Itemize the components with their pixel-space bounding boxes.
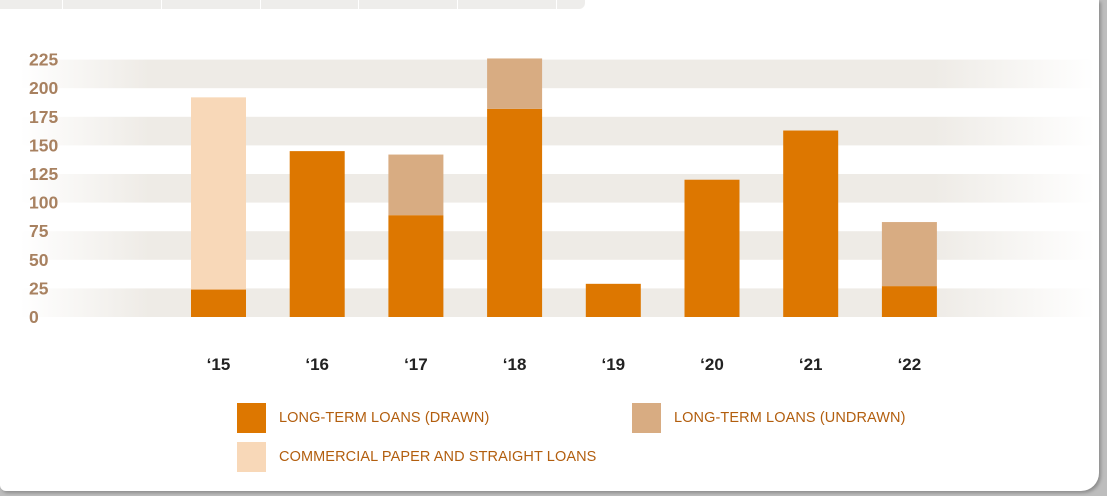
bar-segment-drawn: [487, 108, 543, 318]
legend-item-drawn: LONG-TERM LOANS (DRAWN): [237, 403, 489, 433]
bar-segment-drawn: [585, 283, 641, 317]
grid-band: [20, 59, 1095, 89]
bar-segment-drawn: [684, 179, 740, 317]
x-tick-label: ‘22: [898, 355, 922, 374]
x-tick-label: ‘17: [404, 355, 428, 374]
bar-segment-drawn: [388, 215, 444, 317]
tab-divider: [457, 0, 458, 9]
tab-strip: [0, 0, 585, 9]
y-tick-label: 150: [29, 135, 58, 155]
y-tick-label: 25: [29, 278, 49, 298]
bar-segment-drawn: [191, 289, 246, 317]
bar-segment-commercial-paper: [191, 97, 246, 290]
tab-divider: [260, 0, 261, 9]
bar-segment-undrawn: [487, 58, 543, 109]
x-tick-label: ‘18: [503, 355, 527, 374]
y-tick-label: 100: [29, 193, 58, 213]
grid-band: [20, 116, 1095, 146]
legend-label-undrawn: LONG-TERM LOANS (UNDRAWN): [674, 410, 906, 426]
y-tick-label: 225: [29, 50, 58, 70]
y-tick-label: 0: [29, 307, 39, 327]
bar-segment-undrawn: [881, 222, 937, 287]
tab-divider: [358, 0, 359, 9]
x-tick-label: ‘20: [700, 355, 724, 374]
y-tick-label: 200: [29, 78, 58, 98]
legend-swatch-drawn: [237, 403, 266, 433]
x-tick-label: ‘21: [799, 355, 823, 374]
bar-segment-undrawn: [388, 154, 444, 216]
legend-item-commercial-paper: COMMERCIAL PAPER AND STRAIGHT LOANS: [237, 442, 596, 472]
y-tick-label: 50: [29, 250, 49, 270]
legend-label-drawn: LONG-TERM LOANS (DRAWN): [279, 410, 490, 426]
tab-divider: [556, 0, 557, 9]
tab-divider: [161, 0, 162, 9]
y-tick-label: 175: [29, 107, 58, 127]
bar-segment-drawn: [881, 286, 937, 317]
bar-segment-drawn: [289, 151, 345, 317]
bar-chart: 0 25 50 75 100 125 150 175 200 225 ‘15 ‘16 ‘17 ‘18 ‘19…: [20, 50, 1095, 374]
x-tick-label: ‘15: [207, 355, 231, 374]
legend-swatch-commercial-paper: [237, 442, 266, 472]
x-tick-label: ‘16: [305, 355, 329, 374]
tab-divider: [62, 0, 63, 9]
legend-label-commercial-paper: COMMERCIAL PAPER AND STRAIGHT LOANS: [279, 449, 597, 465]
bar-segment-drawn: [783, 130, 839, 317]
legend-item-undrawn: LONG-TERM LOANS (UNDRAWN): [632, 403, 906, 433]
y-tick-label: 125: [29, 164, 58, 184]
legend-swatch-undrawn: [632, 403, 661, 433]
grid-band: [20, 174, 1095, 203]
x-tick-label: ‘19: [601, 355, 625, 374]
y-tick-label: 75: [29, 221, 49, 241]
